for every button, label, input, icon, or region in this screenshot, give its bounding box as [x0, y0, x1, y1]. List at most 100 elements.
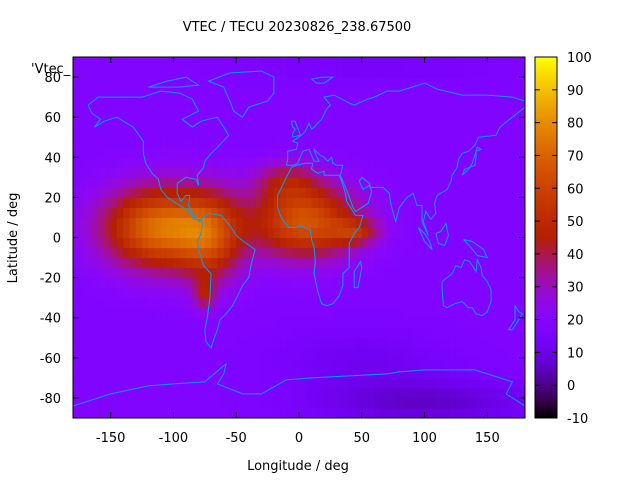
heatmap-cell	[116, 347, 124, 359]
heatmap-cell	[424, 137, 432, 148]
heatmap-cell	[79, 347, 87, 359]
heatmap-cell	[493, 177, 501, 188]
heatmap-cell	[299, 257, 306, 269]
heatmap-cell	[73, 167, 80, 178]
heatmap-cell	[98, 257, 105, 269]
heatmap-cell	[91, 247, 99, 259]
heatmap-cell	[110, 307, 118, 319]
heatmap-cell	[299, 157, 306, 168]
heatmap-cell	[393, 287, 401, 299]
heatmap-cell	[154, 397, 162, 409]
heatmap-cell	[468, 177, 476, 188]
heatmap-cell	[437, 97, 444, 108]
heatmap-cell	[430, 207, 438, 219]
heatmap-cell	[167, 407, 175, 418]
heatmap-cell	[462, 77, 470, 88]
heatmap-cell	[110, 377, 118, 389]
heatmap-cell	[449, 147, 457, 158]
heatmap-cell	[499, 317, 507, 329]
heatmap-cell	[368, 227, 375, 239]
heatmap-cell	[204, 407, 212, 418]
heatmap-cell	[349, 67, 357, 78]
heatmap-cell	[123, 157, 131, 168]
heatmap-cell	[330, 387, 338, 399]
heatmap-cell	[317, 277, 325, 289]
heatmap-cell	[154, 227, 162, 239]
heatmap-cell	[336, 337, 344, 349]
heatmap-cell	[443, 107, 451, 118]
heatmap-cell	[286, 97, 294, 108]
heatmap-cell	[437, 337, 444, 349]
heatmap-cell	[204, 347, 212, 359]
y-tick-label: -40	[40, 312, 61, 327]
heatmap-cell	[462, 337, 470, 349]
heatmap-cell	[487, 237, 495, 249]
heatmap-cell	[280, 407, 288, 418]
heatmap-cell	[186, 347, 193, 359]
heatmap-cell	[173, 357, 181, 369]
heatmap-cell	[412, 297, 419, 309]
heatmap-cell	[437, 177, 444, 188]
heatmap-cell	[204, 157, 212, 168]
heatmap-cell	[273, 247, 281, 259]
heatmap-cell	[455, 77, 463, 88]
heatmap-cell	[135, 337, 143, 349]
heatmap-cell	[154, 137, 162, 148]
heatmap-cell	[267, 337, 275, 349]
heatmap-cell	[217, 347, 225, 359]
heatmap-cell	[135, 407, 143, 418]
heatmap-cell	[474, 107, 482, 118]
heatmap-cell	[443, 277, 451, 289]
heatmap-cell	[361, 167, 369, 178]
heatmap-cell	[229, 227, 237, 239]
heatmap-cell	[248, 187, 256, 198]
heatmap-cell	[349, 337, 357, 349]
heatmap-cell	[267, 367, 275, 379]
heatmap-cell	[186, 97, 193, 108]
heatmap-cell	[380, 67, 388, 78]
heatmap-cell	[361, 77, 369, 88]
heatmap-cell	[317, 317, 325, 329]
heatmap-cell	[455, 207, 463, 219]
heatmap-cell	[248, 157, 256, 168]
heatmap-cell	[179, 167, 187, 178]
heatmap-cell	[135, 147, 143, 158]
heatmap-cell	[85, 227, 93, 239]
heatmap-cell	[204, 237, 212, 249]
heatmap-cell	[405, 377, 413, 389]
heatmap-cell	[349, 307, 357, 319]
heatmap-cell	[336, 127, 344, 138]
x-tick-label: -150	[96, 431, 126, 446]
heatmap-cell	[374, 307, 382, 319]
heatmap-cell	[380, 337, 388, 349]
heatmap-cell	[255, 87, 262, 98]
heatmap-cell	[512, 257, 520, 269]
heatmap-cell	[361, 207, 369, 219]
heatmap-cell	[368, 377, 375, 389]
heatmap-cell	[255, 167, 262, 178]
heatmap-cell	[98, 217, 105, 229]
heatmap-cell	[518, 267, 525, 279]
heatmap-cell	[487, 317, 495, 329]
heatmap-cell	[179, 397, 187, 409]
heatmap-cell	[173, 207, 181, 219]
heatmap-cell	[186, 197, 193, 209]
heatmap-cell	[455, 107, 463, 118]
heatmap-cell	[418, 147, 426, 158]
heatmap-cell	[405, 67, 413, 78]
heatmap-cell	[355, 217, 363, 229]
heatmap-cell	[79, 157, 87, 168]
heatmap-cell	[179, 77, 187, 88]
heatmap-cell	[229, 257, 237, 269]
heatmap-cell	[336, 317, 344, 329]
heatmap-cell	[198, 57, 206, 68]
heatmap-cell	[506, 117, 514, 128]
heatmap-cell	[267, 77, 275, 88]
heatmap-cell	[280, 247, 288, 259]
heatmap-cell	[330, 97, 338, 108]
heatmap-cell	[192, 177, 200, 188]
heatmap-cell	[481, 317, 488, 329]
heatmap-cell	[424, 357, 432, 369]
heatmap-cell	[380, 297, 388, 309]
heatmap-cell	[386, 137, 394, 148]
